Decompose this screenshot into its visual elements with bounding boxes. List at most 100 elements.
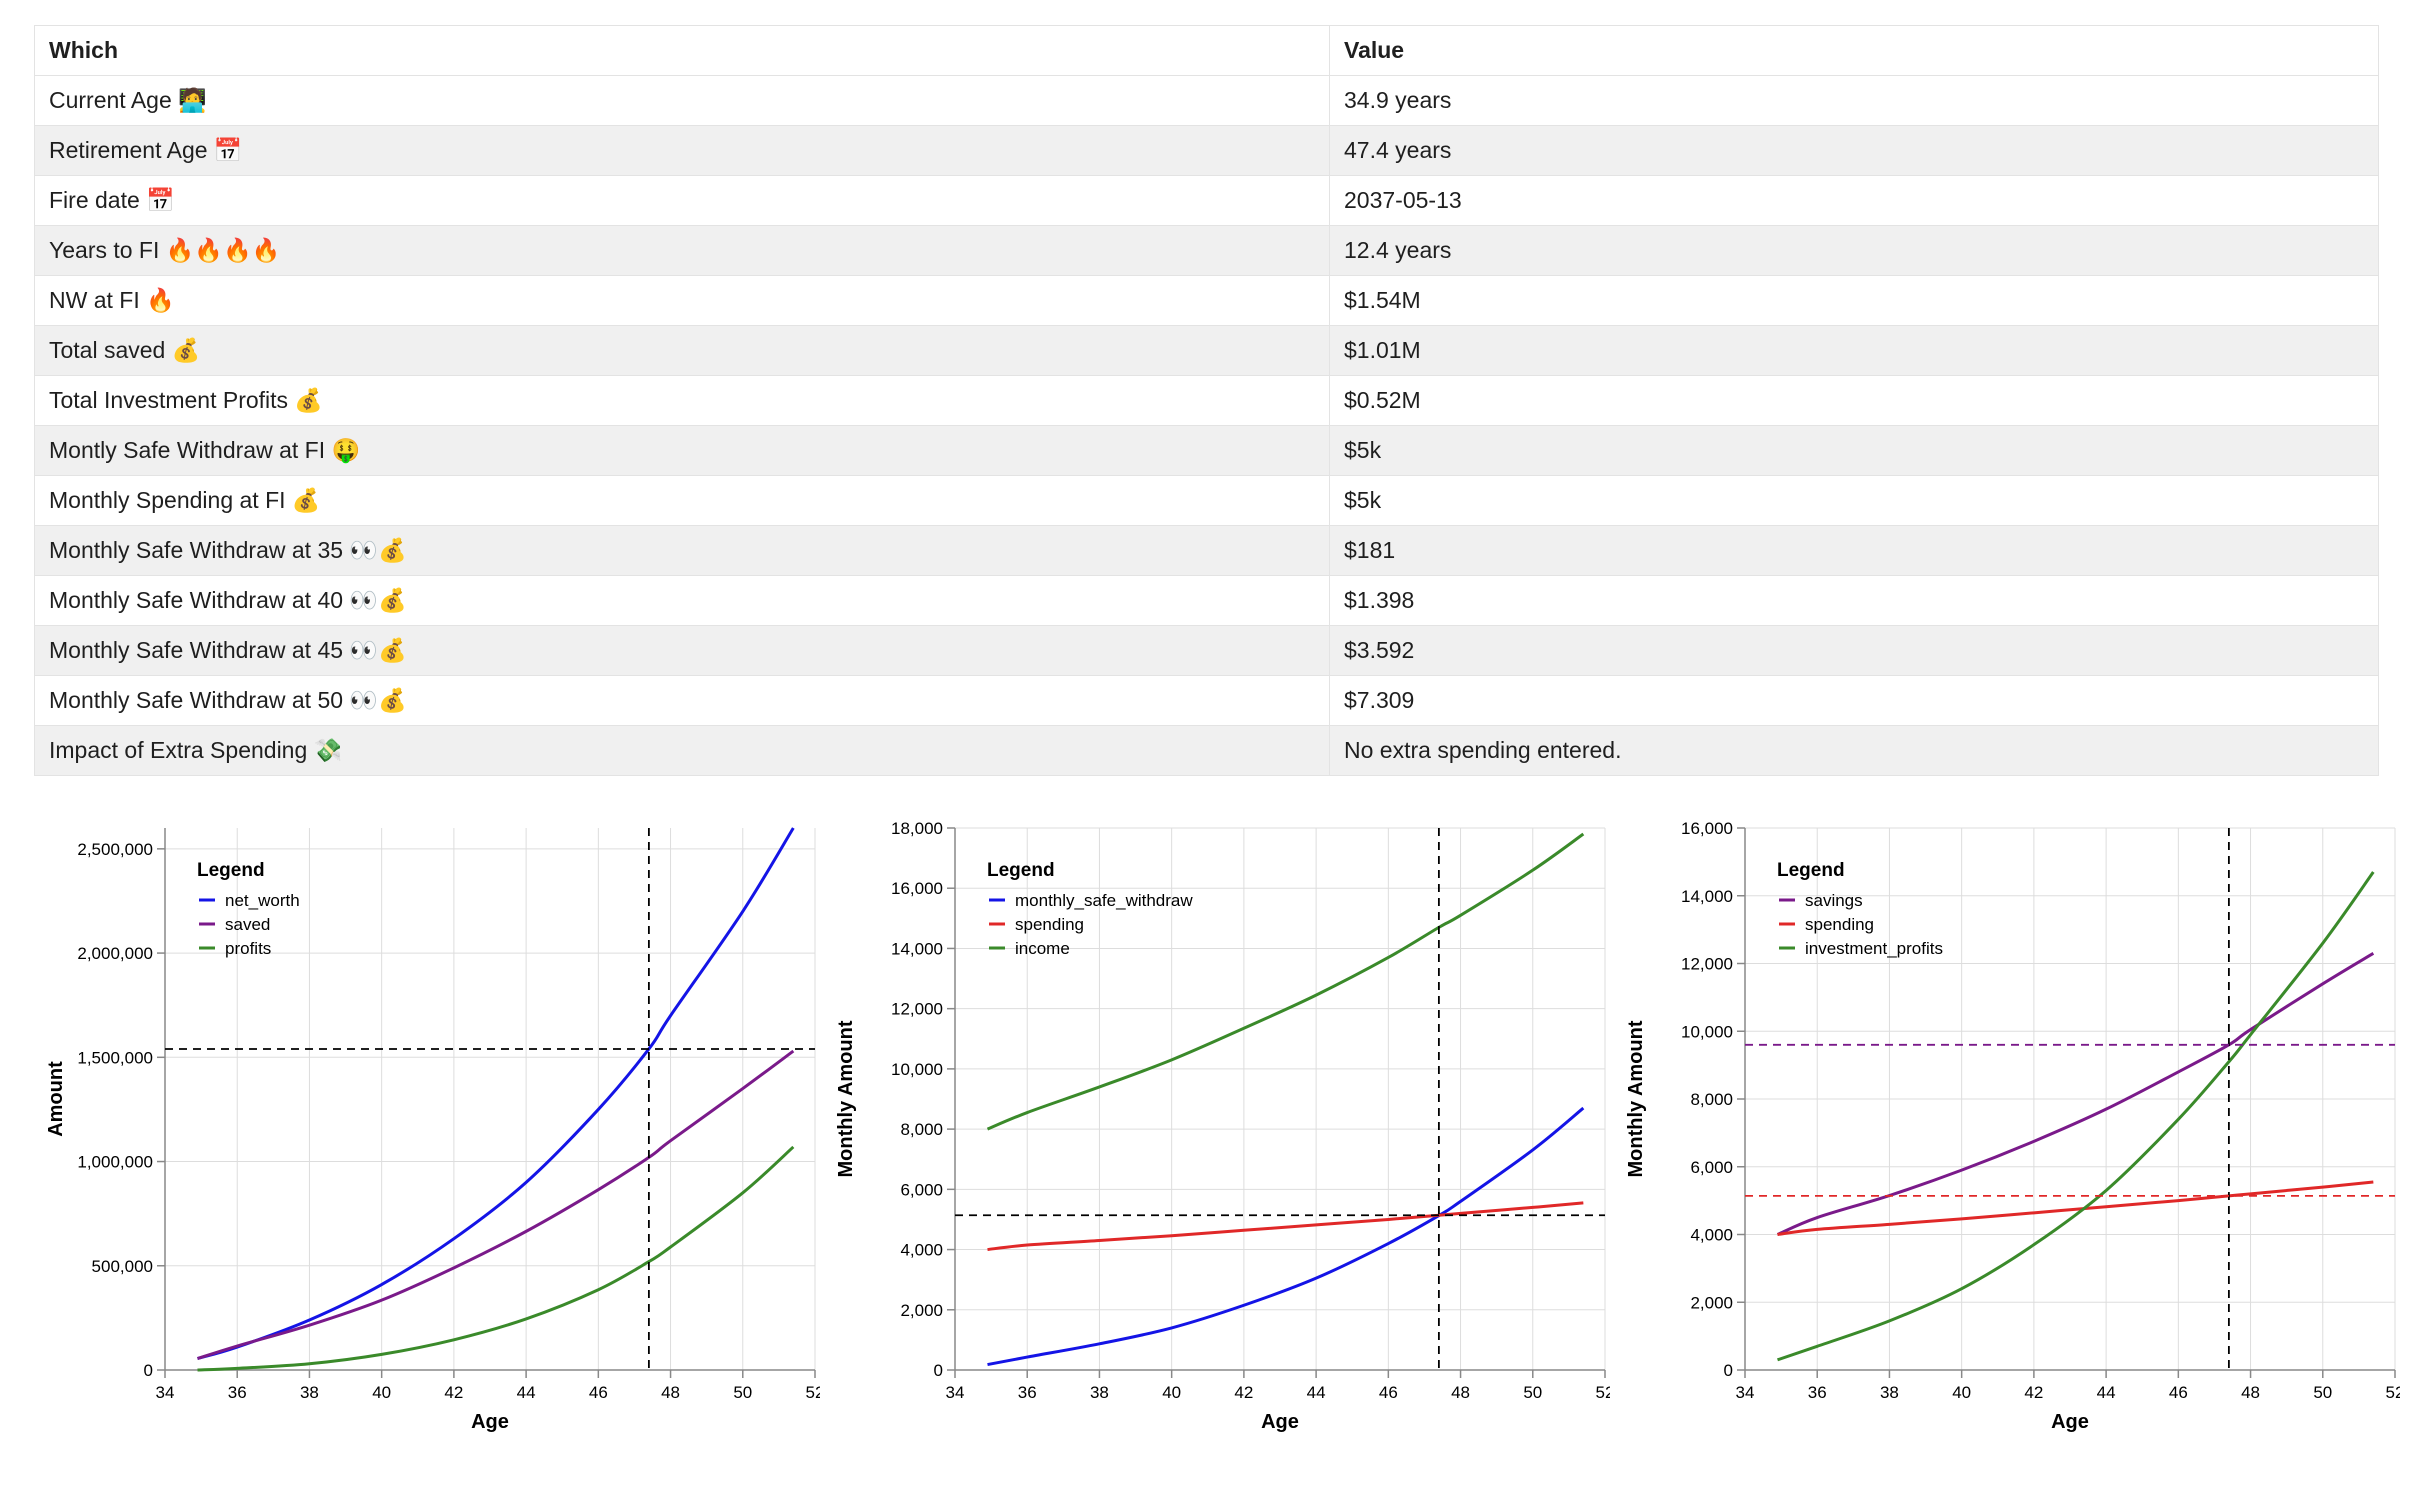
row-label: Montly Safe Withdraw at FI 🤑 xyxy=(34,425,1330,476)
x-tick-label: 48 xyxy=(2241,1383,2260,1402)
x-tick-label: 52 xyxy=(806,1383,820,1402)
x-tick-label: 50 xyxy=(733,1383,752,1402)
series-line-profits xyxy=(197,1145,795,1372)
x-tick-label: 50 xyxy=(2313,1383,2332,1402)
table-row: Years to FI 🔥🔥🔥🔥 12.4 years xyxy=(34,225,2379,276)
x-tick-label: 46 xyxy=(1379,1383,1398,1402)
table-row: Impact of Extra Spending 💸 No extra spend… xyxy=(34,725,2379,776)
x-axis-title: Age xyxy=(1261,1411,1299,1433)
row-label: Monthly Safe Withdraw at 45 👀💰 xyxy=(34,625,1330,676)
table-row: Current Age 🧑‍💻 34.9 years xyxy=(34,75,2379,126)
y-tick-label: 1,000,000 xyxy=(77,1153,153,1172)
x-tick-label: 52 xyxy=(1596,1383,1610,1402)
table-row: Total saved 💰 $1.01M xyxy=(34,325,2379,376)
y-tick-label: 12,000 xyxy=(891,1000,943,1019)
x-tick-label: 48 xyxy=(661,1383,680,1402)
y-tick-label: 2,500,000 xyxy=(77,840,153,859)
x-tick-label: 38 xyxy=(1880,1383,1899,1402)
x-tick-label: 46 xyxy=(2169,1383,2188,1402)
y-tick-label: 4,000 xyxy=(900,1241,943,1260)
legend-label: monthly_safe_withdraw xyxy=(1015,891,1193,910)
summary-table: Which Value Current Age 🧑‍💻 34.9 years Re… xyxy=(34,25,2379,776)
y-tick-label: 500,000 xyxy=(92,1257,153,1276)
x-tick-label: 42 xyxy=(2024,1383,2043,1402)
y-tick-label: 10,000 xyxy=(1681,1022,1733,1041)
legend-label: income xyxy=(1015,939,1070,958)
row-value: $3.592 xyxy=(1329,625,2379,676)
y-tick-label: 2,000 xyxy=(1690,1293,1733,1312)
x-tick-label: 40 xyxy=(372,1383,391,1402)
x-tick-label: 52 xyxy=(2386,1383,2400,1402)
y-tick-label: 2,000,000 xyxy=(77,944,153,963)
row-label: Total saved 💰 xyxy=(34,325,1330,376)
x-tick-label: 40 xyxy=(1162,1383,1181,1402)
x-axis-title: Age xyxy=(471,1411,509,1433)
legend-label: spending xyxy=(1015,915,1084,934)
row-label: Fire date 📅 xyxy=(34,175,1330,226)
y-tick-label: 0 xyxy=(1724,1361,1733,1380)
row-label: Monthly Safe Withdraw at 40 👀💰 xyxy=(34,575,1330,626)
row-value: $5k xyxy=(1329,425,2379,476)
plot-area xyxy=(165,828,815,1370)
row-value: $1.01M xyxy=(1329,325,2379,376)
y-tick-label: 16,000 xyxy=(891,879,943,898)
y-tick-label: 12,000 xyxy=(1681,955,1733,974)
monthly-savings-chart: 34 36 38 40 42 44 46 48 50 52 0 2,000 4,000 6,000 8,00… xyxy=(1625,819,2400,1433)
series-line-spending xyxy=(987,1201,1584,1252)
table-row: Total Investment Profits 💰 $0.52M xyxy=(34,375,2379,426)
row-label: Years to FI 🔥🔥🔥🔥 xyxy=(34,225,1330,276)
row-value: 34.9 years xyxy=(1329,75,2379,126)
table-row: Monthly Safe Withdraw at 35 👀💰 $181 xyxy=(34,525,2379,576)
row-label: Monthly Safe Withdraw at 50 👀💰 xyxy=(34,675,1330,726)
x-tick-label: 48 xyxy=(1451,1383,1470,1402)
row-value: $7.309 xyxy=(1329,675,2379,726)
table-row: Monthly Safe Withdraw at 45 👀💰 $3.592 xyxy=(34,625,2379,676)
x-tick-label: 34 xyxy=(946,1383,965,1402)
x-tick-label: 46 xyxy=(589,1383,608,1402)
legend-label: net_worth xyxy=(225,891,300,910)
x-tick-label: 34 xyxy=(1736,1383,1755,1402)
x-tick-label: 38 xyxy=(300,1383,319,1402)
series-line-saved xyxy=(197,1049,795,1360)
table-row: Monthly Safe Withdraw at 40 👀💰 $1.398 xyxy=(34,575,2379,626)
table-row: Montly Safe Withdraw at FI 🤑 $5k xyxy=(34,425,2379,476)
y-tick-label: 8,000 xyxy=(900,1120,943,1139)
x-tick-label: 40 xyxy=(1952,1383,1971,1402)
legend-label: investment_profits xyxy=(1805,939,1943,958)
row-label: NW at FI 🔥 xyxy=(34,275,1330,326)
x-tick-label: 44 xyxy=(1307,1383,1326,1402)
monthly-withdraw-chart: 34 36 38 40 42 44 46 48 50 52 0 2,000 4,000 6,000 8,00… xyxy=(835,819,1610,1433)
row-value: $0.52M xyxy=(1329,375,2379,426)
x-tick-label: 42 xyxy=(1234,1383,1253,1402)
y-axis-title: Monthly Amount xyxy=(835,1020,857,1177)
x-tick-label: 42 xyxy=(444,1383,463,1402)
column-header-which: Which xyxy=(34,25,1330,76)
x-axis-title: Age xyxy=(2051,1411,2089,1433)
y-tick-label: 10,000 xyxy=(891,1060,943,1079)
table-row: NW at FI 🔥 $1.54M xyxy=(34,275,2379,326)
x-tick-label: 50 xyxy=(1523,1383,1542,1402)
row-label: Current Age 🧑‍💻 xyxy=(34,75,1330,126)
column-header-value: Value xyxy=(1329,25,2379,76)
series-line-investment_profits xyxy=(1777,871,2375,1362)
table-row: Monthly Spending at FI 💰 $5k xyxy=(34,475,2379,526)
table-row: Retirement Age 📅 47.4 years xyxy=(34,125,2379,176)
legend-title: Legend xyxy=(1777,860,1845,881)
y-tick-label: 0 xyxy=(934,1361,943,1380)
row-value: No extra spending entered. xyxy=(1329,725,2379,776)
y-axis-title: Monthly Amount xyxy=(1625,1020,1647,1177)
y-tick-label: 2,000 xyxy=(900,1301,943,1320)
x-tick-label: 44 xyxy=(2097,1383,2116,1402)
series-line-spending xyxy=(1777,1180,2374,1236)
row-value: 12.4 years xyxy=(1329,225,2379,276)
series-line-monthly_safe_withdraw xyxy=(987,1106,1585,1367)
x-tick-label: 36 xyxy=(228,1383,247,1402)
legend-label: profits xyxy=(225,939,271,958)
series-line-net_worth xyxy=(197,827,795,1360)
table-row: Fire date 📅 2037-05-13 xyxy=(34,175,2379,226)
row-value: $1.54M xyxy=(1329,275,2379,326)
row-label: Monthly Safe Withdraw at 35 👀💰 xyxy=(34,525,1330,576)
row-label: Impact of Extra Spending 💸 xyxy=(34,725,1330,776)
legend-title: Legend xyxy=(197,860,265,881)
series-line-income xyxy=(986,832,1585,1131)
